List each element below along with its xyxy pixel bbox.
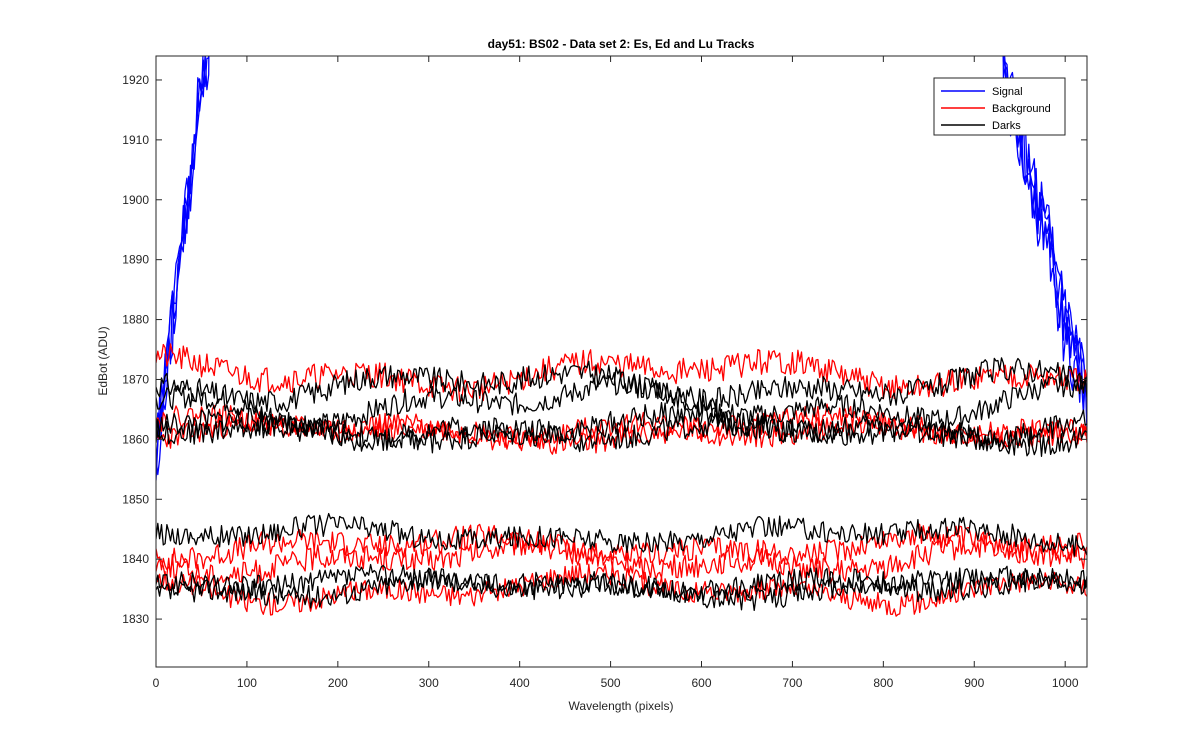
- x-tick-label: 700: [782, 676, 802, 690]
- series-line-darks: [156, 371, 1087, 437]
- x-tick-label: 800: [873, 676, 893, 690]
- ticks-layer: 0 100 200 300 400 500 600 700 800 900 1000 1830 1840…: [122, 56, 1087, 690]
- legend: Signal Background Darks: [933, 77, 1066, 136]
- x-axis-label: Wavelength (pixels): [569, 699, 674, 713]
- legend-label-background: Background: [992, 103, 1051, 115]
- series-line-darks: [156, 401, 1087, 452]
- y-axis-label: EdBot (ADU): [96, 326, 110, 395]
- series-line-darks: [156, 567, 1087, 612]
- y-tick-label: 1850: [122, 492, 149, 506]
- x-tick-label: 300: [419, 676, 439, 690]
- series-line-background: [156, 531, 1087, 587]
- legend-label-darks: Darks: [992, 120, 1021, 132]
- y-tick-label: 1880: [122, 313, 149, 327]
- series-line-darks: [156, 357, 1087, 414]
- plot-area: [156, 56, 1087, 667]
- y-tick-label: 1870: [122, 372, 149, 386]
- x-tick-label: 1000: [1052, 676, 1079, 690]
- y-tick-label: 1900: [122, 193, 149, 207]
- x-tick-label: 400: [510, 676, 530, 690]
- y-tick-label: 1910: [122, 133, 149, 147]
- series-line-darks: [156, 512, 1087, 557]
- y-tick-label: 1840: [122, 552, 149, 566]
- series-line-background: [156, 343, 1087, 402]
- x-tick-label: 100: [237, 676, 257, 690]
- axes-box: [155, 55, 1088, 668]
- y-tick-label: 1920: [122, 73, 149, 87]
- legend-label-signal: Signal: [992, 86, 1023, 98]
- series-line-darks: [156, 411, 1087, 457]
- x-tick-label: 500: [601, 676, 621, 690]
- x-tick-label: 0: [153, 676, 160, 690]
- series-line-darks: [156, 563, 1087, 603]
- y-tick-label: 1860: [122, 432, 149, 446]
- x-tick-label: 900: [964, 676, 984, 690]
- x-tick-label: 200: [328, 676, 348, 690]
- y-tick-label: 1890: [122, 253, 149, 267]
- x-tick-label: 600: [691, 676, 711, 690]
- chart-title: day51: BS02 - Data set 2: Es, Ed and Lu …: [488, 37, 755, 51]
- y-tick-label: 1830: [122, 612, 149, 626]
- series-layer: [156, 56, 1087, 617]
